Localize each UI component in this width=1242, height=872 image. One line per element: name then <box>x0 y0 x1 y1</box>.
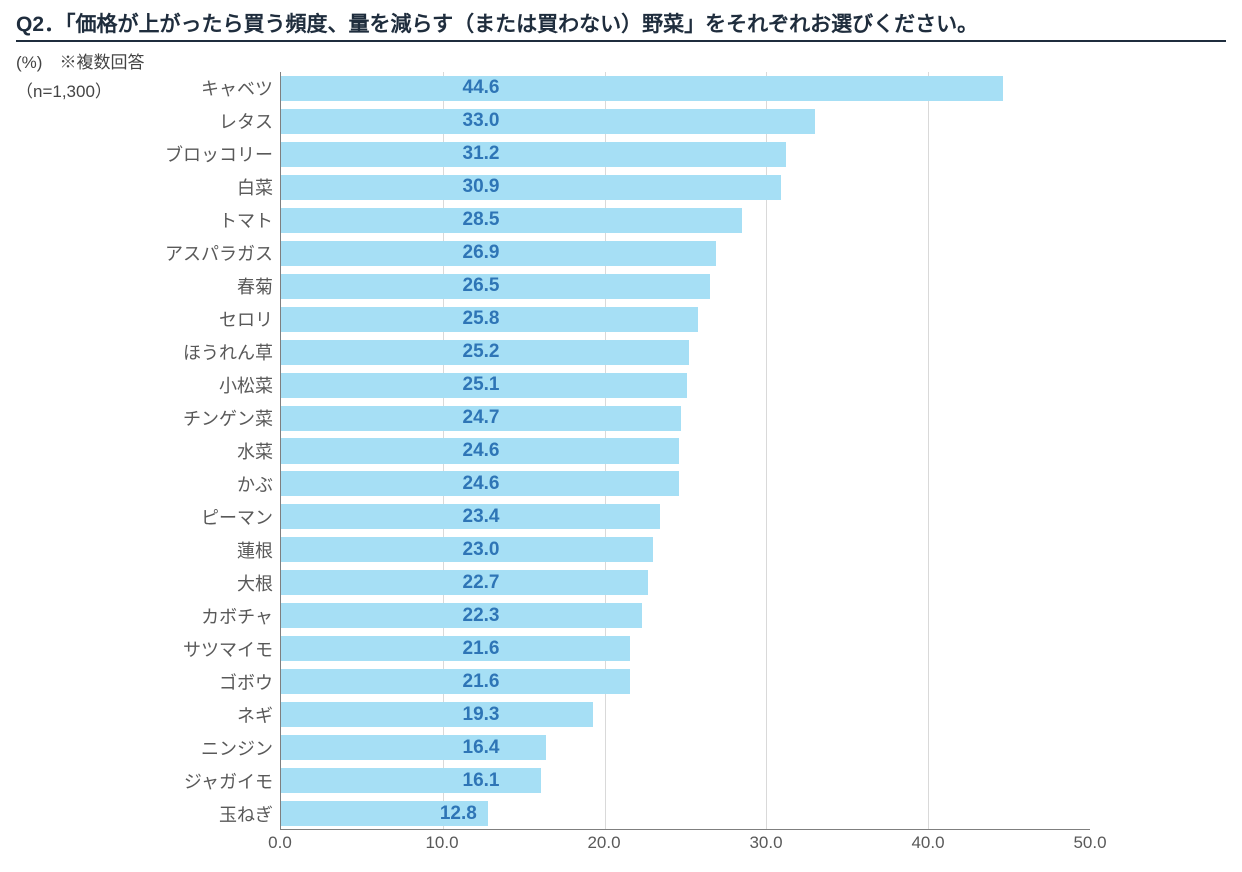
bar-row: キャベツ44.6 <box>281 72 1090 105</box>
bar-row: トマト28.5 <box>281 204 1090 237</box>
bar-row: アスパラガス26.9 <box>281 237 1090 270</box>
bar-row: セロリ25.8 <box>281 303 1090 336</box>
bar <box>281 636 630 661</box>
value-label: 23.4 <box>463 506 500 528</box>
category-label: チンゲン菜 <box>183 405 281 431</box>
category-label: ゴボウ <box>219 669 281 695</box>
x-tick-label: 20.0 <box>587 833 620 853</box>
value-label: 30.9 <box>463 176 500 198</box>
x-axis: 0.010.020.030.040.050.0 <box>280 830 1090 860</box>
bar-row: ニンジン16.4 <box>281 731 1090 764</box>
category-label: 玉ねぎ <box>219 801 281 827</box>
value-label: 21.6 <box>463 638 500 660</box>
category-label: カボチャ <box>201 603 281 629</box>
bar <box>281 76 1003 101</box>
category-label: セロリ <box>219 306 281 332</box>
value-label: 16.1 <box>463 770 500 792</box>
category-label: トマト <box>219 207 281 233</box>
category-label: ニンジン <box>201 735 281 761</box>
category-label: 白菜 <box>237 174 281 200</box>
value-label: 12.8 <box>440 803 477 825</box>
bar-row: 小松菜25.1 <box>281 369 1090 402</box>
category-label: ピーマン <box>201 504 281 530</box>
bar-row: チンゲン菜24.7 <box>281 402 1090 435</box>
category-label: 水菜 <box>237 438 281 464</box>
value-label: 19.3 <box>463 704 500 726</box>
value-label: 28.5 <box>463 209 500 231</box>
x-tick-label: 0.0 <box>268 833 292 853</box>
bar-row: ブロッコリー31.2 <box>281 138 1090 171</box>
category-label: かぶ <box>237 471 281 497</box>
bar <box>281 109 815 134</box>
x-tick-label: 40.0 <box>911 833 944 853</box>
bar-row: ジャガイモ16.1 <box>281 764 1090 797</box>
value-label: 21.6 <box>463 671 500 693</box>
bar-row: ネギ19.3 <box>281 698 1090 731</box>
bar <box>281 669 630 694</box>
value-label: 31.2 <box>463 143 500 165</box>
chart-subtitle: (%) ※複数回答 <box>16 48 1226 73</box>
bar-chart: キャベツ44.6レタス33.0ブロッコリー31.2白菜30.9トマト28.5アス… <box>280 72 1090 830</box>
bar-row: 玉ねぎ12.8 <box>281 797 1090 830</box>
category-label: 大根 <box>237 570 281 596</box>
x-tick-label: 30.0 <box>749 833 782 853</box>
bar <box>281 175 781 200</box>
category-label: 蓮根 <box>237 537 281 563</box>
category-label: サツマイモ <box>183 636 281 662</box>
value-label: 16.4 <box>463 737 500 759</box>
x-tick-label: 50.0 <box>1073 833 1106 853</box>
bar-row: かぶ24.6 <box>281 467 1090 500</box>
value-label: 25.2 <box>463 341 500 363</box>
value-label: 44.6 <box>463 77 500 99</box>
value-label: 23.0 <box>463 539 500 561</box>
category-label: キャベツ <box>201 75 281 101</box>
bar <box>281 702 593 727</box>
bar <box>281 768 541 793</box>
category-label: ジャガイモ <box>184 768 281 794</box>
value-label: 22.3 <box>463 605 500 627</box>
bar-row: 白菜30.9 <box>281 171 1090 204</box>
bar-row: ピーマン23.4 <box>281 500 1090 533</box>
bar-row: 水菜24.6 <box>281 435 1090 468</box>
bar-row: 蓮根23.0 <box>281 533 1090 566</box>
value-label: 24.6 <box>463 440 500 462</box>
bar <box>281 142 786 167</box>
category-label: アスパラガス <box>165 240 281 266</box>
value-label: 24.7 <box>463 407 500 429</box>
category-label: 春菊 <box>237 273 281 299</box>
value-label: 24.6 <box>463 473 500 495</box>
bar-row: ほうれん草25.2 <box>281 336 1090 369</box>
category-label: ネギ <box>237 702 281 728</box>
value-label: 22.7 <box>463 572 500 594</box>
bar-row: レタス33.0 <box>281 105 1090 138</box>
bar-row: ゴボウ21.6 <box>281 665 1090 698</box>
value-label: 26.5 <box>463 275 500 297</box>
value-label: 25.8 <box>463 308 500 330</box>
category-label: ブロッコリー <box>165 141 281 167</box>
category-label: ほうれん草 <box>183 339 281 365</box>
value-label: 26.9 <box>463 242 500 264</box>
value-label: 25.1 <box>463 374 500 396</box>
bar <box>281 735 546 760</box>
bar-row: サツマイモ21.6 <box>281 632 1090 665</box>
bar <box>281 603 642 628</box>
bar-row: 春菊26.5 <box>281 270 1090 303</box>
category-label: レタス <box>219 108 281 134</box>
category-label: 小松菜 <box>219 372 281 398</box>
x-tick-label: 10.0 <box>425 833 458 853</box>
bar-row: カボチャ22.3 <box>281 599 1090 632</box>
bar-row: 大根22.7 <box>281 566 1090 599</box>
bar <box>281 208 742 233</box>
chart-title: Q2．「価格が上がったら買う頻度、量を減らす（または買わない）野菜」をそれぞれお… <box>16 8 1226 42</box>
value-label: 33.0 <box>463 110 500 132</box>
